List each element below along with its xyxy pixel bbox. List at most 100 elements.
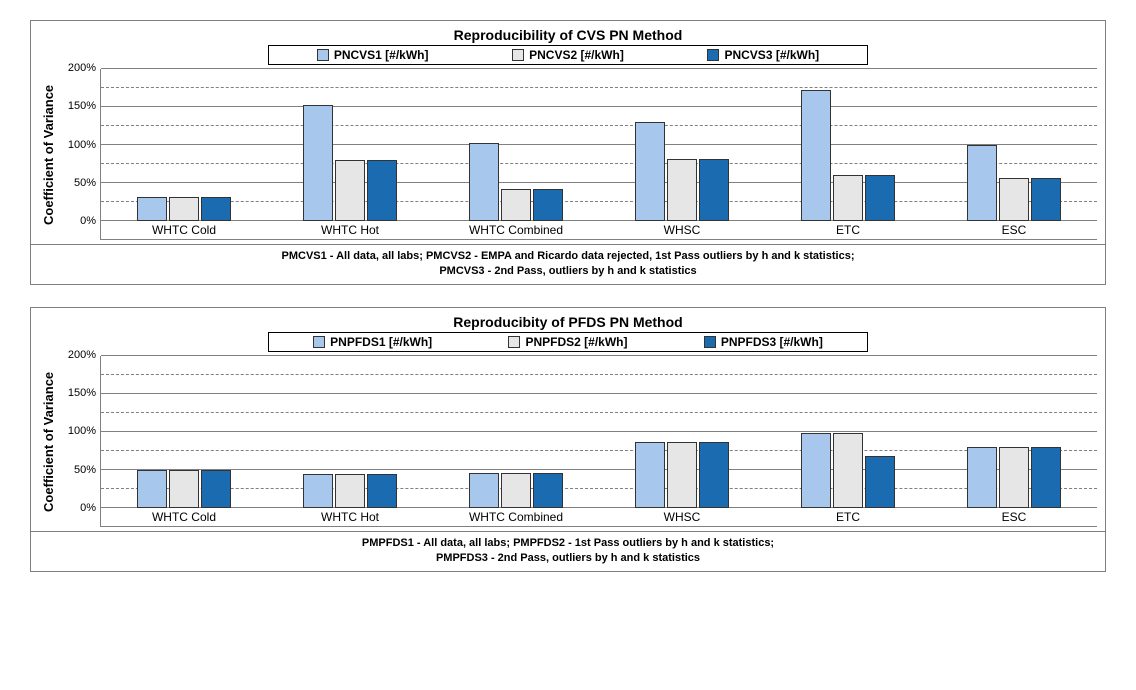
plot-area: WHTC ColdWHTC HotWHTC CombinedWHSCETCESC [100, 69, 1097, 240]
bar [367, 160, 397, 221]
chart-title: Reproducibity of PFDS PN Method [31, 308, 1105, 332]
legend-item: PNCVS1 [#/kWh] [317, 48, 429, 62]
bar [865, 175, 895, 221]
bar [201, 470, 231, 508]
x-tick-label: WHTC Cold [101, 221, 267, 239]
y-axis: 200%150%100%50%0% [58, 69, 100, 240]
x-tick-label: WHTC Hot [267, 508, 433, 526]
bar [469, 473, 499, 508]
legend-swatch [313, 336, 325, 348]
bar [501, 189, 531, 221]
bar [999, 178, 1029, 221]
y-axis-label: Coefficient of Variance [39, 356, 58, 527]
x-tick-label: ESC [931, 221, 1097, 239]
bar [967, 145, 997, 221]
legend-swatch [317, 49, 329, 61]
bar-groups [101, 69, 1097, 221]
bar-group [267, 69, 433, 221]
x-tick-label: WHSC [599, 221, 765, 239]
legend-label: PNPFDS3 [#/kWh] [721, 335, 823, 349]
bar [335, 160, 365, 221]
bar [533, 189, 563, 221]
legend-item: PNPFDS2 [#/kWh] [508, 335, 627, 349]
legend-item: PNPFDS1 [#/kWh] [313, 335, 432, 349]
bar [303, 105, 333, 221]
x-tick-label: WHTC Combined [433, 221, 599, 239]
caption-line: PMCVS3 - 2nd Pass, outliers by h and k s… [37, 264, 1099, 279]
chart-body: Coefficient of Variance200%150%100%50%0%… [31, 69, 1105, 244]
bar [801, 90, 831, 221]
legend-item: PNPFDS3 [#/kWh] [704, 335, 823, 349]
bar [1031, 178, 1061, 221]
bar [501, 473, 531, 508]
bar [335, 474, 365, 508]
x-axis: WHTC ColdWHTC HotWHTC CombinedWHSCETCESC [101, 508, 1097, 526]
caption-line: PMCVS1 - All data, all labs; PMCVS2 - EM… [37, 249, 1099, 264]
bar-group [931, 69, 1097, 221]
chart-panel: Reproducibity of PFDS PN MethodPNPFDS1 [… [30, 307, 1106, 572]
bar-groups [101, 356, 1097, 508]
chart-title: Reproducibility of CVS PN Method [31, 21, 1105, 45]
legend-label: PNCVS2 [#/kWh] [529, 48, 624, 62]
bar-group [433, 69, 599, 221]
legend-label: PNPFDS1 [#/kWh] [330, 335, 432, 349]
bar-group [931, 356, 1097, 508]
x-tick-label: WHTC Combined [433, 508, 599, 526]
x-tick-label: ETC [765, 221, 931, 239]
bar [469, 143, 499, 221]
legend-label: PNCVS3 [#/kWh] [724, 48, 819, 62]
bar [667, 442, 697, 508]
chart-caption: PMPFDS1 - All data, all labs; PMPFDS2 - … [31, 531, 1105, 571]
chart-panel: Reproducibility of CVS PN MethodPNCVS1 [… [30, 20, 1106, 285]
bar [999, 447, 1029, 508]
legend-swatch [512, 49, 524, 61]
y-axis-label: Coefficient of Variance [39, 69, 58, 240]
legend-swatch [707, 49, 719, 61]
plot-area: WHTC ColdWHTC HotWHTC CombinedWHSCETCESC [100, 356, 1097, 527]
bar [137, 197, 167, 221]
bar [169, 197, 199, 221]
bar [833, 175, 863, 221]
legend-swatch [704, 336, 716, 348]
bar [801, 433, 831, 507]
bar-group [765, 356, 931, 508]
caption-line: PMPFDS3 - 2nd Pass, outliers by h and k … [37, 551, 1099, 566]
bar-group [433, 356, 599, 508]
legend-item: PNCVS2 [#/kWh] [512, 48, 624, 62]
x-tick-label: WHTC Hot [267, 221, 433, 239]
legend-swatch [508, 336, 520, 348]
x-axis: WHTC ColdWHTC HotWHTC CombinedWHSCETCESC [101, 221, 1097, 239]
legend: PNCVS1 [#/kWh] PNCVS2 [#/kWh] PNCVS3 [#/kW… [268, 45, 868, 65]
bar [169, 470, 199, 508]
legend-label: PNPFDS2 [#/kWh] [525, 335, 627, 349]
bar-group [267, 356, 433, 508]
bar [833, 433, 863, 507]
legend-label: PNCVS1 [#/kWh] [334, 48, 429, 62]
legend: PNPFDS1 [#/kWh] PNPFDS2 [#/kWh] PNPFDS3 [#… [268, 332, 868, 352]
bar-group [101, 356, 267, 508]
x-tick-label: ESC [931, 508, 1097, 526]
x-tick-label: WHTC Cold [101, 508, 267, 526]
x-tick-label: WHSC [599, 508, 765, 526]
chart-caption: PMCVS1 - All data, all labs; PMCVS2 - EM… [31, 244, 1105, 284]
bar-group [101, 69, 267, 221]
bar [635, 122, 665, 221]
bar [201, 197, 231, 221]
bar [635, 442, 665, 508]
caption-line: PMPFDS1 - All data, all labs; PMPFDS2 - … [37, 536, 1099, 551]
bar [667, 159, 697, 221]
bar-group [599, 356, 765, 508]
bar [699, 159, 729, 221]
y-axis: 200%150%100%50%0% [58, 356, 100, 527]
chart-body: Coefficient of Variance200%150%100%50%0%… [31, 356, 1105, 531]
x-tick-label: ETC [765, 508, 931, 526]
bar [1031, 447, 1061, 508]
bar [533, 473, 563, 508]
bar [865, 456, 895, 508]
bar [137, 470, 167, 508]
bar [699, 442, 729, 508]
bar [303, 474, 333, 508]
legend-item: PNCVS3 [#/kWh] [707, 48, 819, 62]
bar-group [599, 69, 765, 221]
bar-group [765, 69, 931, 221]
